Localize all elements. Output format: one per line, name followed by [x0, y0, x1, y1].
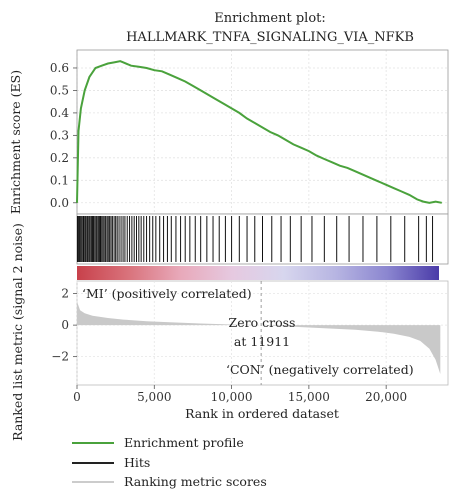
- metric-y-tick-label: 0: [61, 318, 69, 332]
- es-y-tick-label: 0.6: [50, 61, 69, 75]
- metric-panel: 2 0 −2 ‘MI’ (positively correlated) Zero c…: [10, 223, 449, 441]
- x-tick-label: 20,000: [365, 390, 407, 404]
- es-plot-frame: [76, 49, 449, 215]
- es-panel: 0.0 0.1 0.2 0.3 0.4 0.5 0.6 Enrichment score (…: [8, 49, 449, 215]
- negative-correlation-label: ‘CON’ (negatively correlated): [226, 362, 414, 377]
- chart-title-line2: HALLMARK_TNFA_SIGNALING_VIA_NFKB: [126, 30, 414, 45]
- x-tick-label: 0: [73, 390, 81, 404]
- x-tick-label: 10,000: [211, 390, 253, 404]
- metric-y-axis-label: Ranked list metric (signal 2 noise): [10, 223, 25, 441]
- hit-lines: [76, 216, 434, 262]
- legend-label-enrichment: Enrichment profile: [124, 435, 244, 450]
- zero-cross-label-line2: at 11911: [234, 334, 290, 349]
- hits-panel: [76, 213, 449, 280]
- metric-y-ticks: 2 0 −2: [51, 287, 77, 364]
- legend: Enrichment profile Hits Ranking metric s…: [72, 435, 267, 489]
- metric-y-tick-label: −2: [51, 350, 69, 364]
- es-y-tick-label: 0.4: [50, 106, 69, 120]
- es-y-axis-label: Enrichment score (ES): [8, 70, 23, 214]
- es-line-series: [76, 60, 442, 204]
- es-y-tick-label: 0.5: [50, 83, 69, 97]
- zero-cross-label-line1: Zero cross: [229, 315, 296, 330]
- legend-label-metric: Ranking metric scores: [124, 474, 267, 489]
- chart-title-line1: Enrichment plot:: [214, 11, 326, 26]
- positive-correlation-label: ‘MI’ (positively correlated): [82, 286, 252, 301]
- es-y-tick-label: 0.1: [50, 173, 69, 187]
- legend-label-hits: Hits: [124, 455, 150, 470]
- es-gridlines: [76, 50, 448, 214]
- metric-y-tick-label: 2: [61, 287, 69, 301]
- es-y-ticks: 0.0 0.1 0.2 0.3 0.4 0.5 0.6: [50, 61, 77, 210]
- x-axis: 0 5,000 10,000 15,000 20,000: [73, 385, 407, 404]
- es-y-tick-label: 0.3: [50, 128, 69, 142]
- x-tick-label: 15,000: [288, 390, 330, 404]
- es-y-tick-label: 0.0: [50, 196, 69, 210]
- x-axis-label: Rank in ordered dataset: [185, 406, 339, 421]
- x-tick-label: 5,000: [137, 390, 171, 404]
- es-y-tick-label: 0.2: [50, 151, 69, 165]
- rank-color-bar: [77, 266, 439, 280]
